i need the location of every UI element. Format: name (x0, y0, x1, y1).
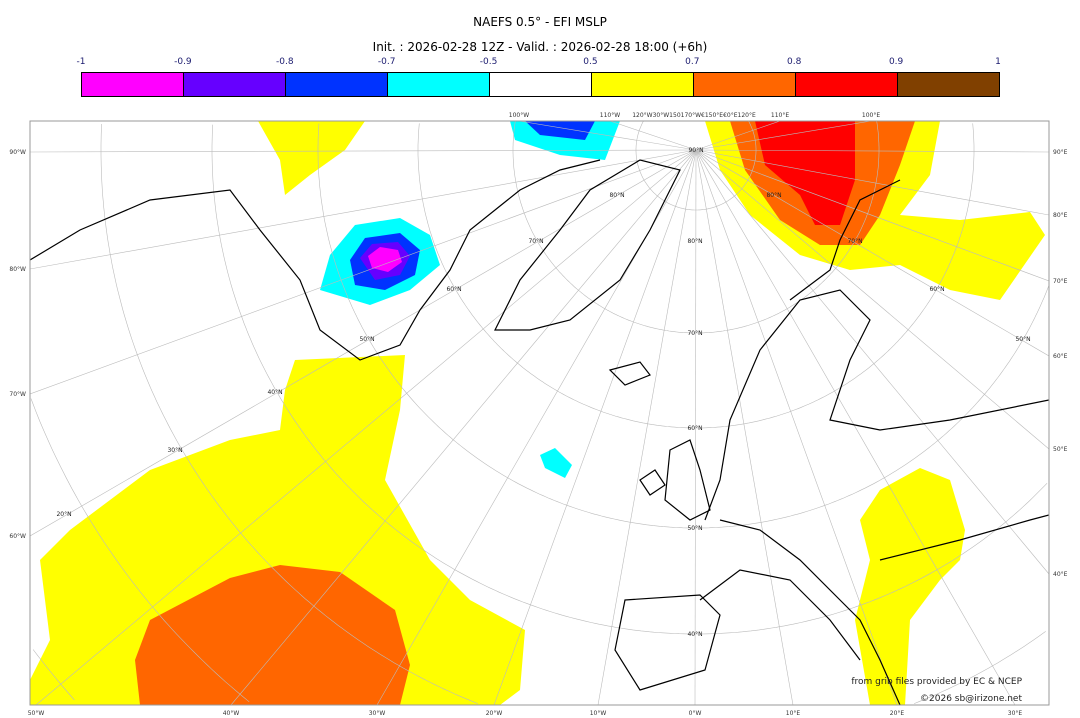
credit-line-2: ©2026 sb@irizone.net (920, 694, 1022, 704)
colorbar-swatch (184, 73, 286, 96)
map-frame (29, 120, 1050, 706)
latitude-label: 80°N (687, 238, 702, 245)
efi-red-arctic-east (755, 121, 855, 225)
latitude-label: 80°N (609, 192, 624, 199)
axis-label-right: 90°E (1053, 149, 1068, 156)
efi-yellow-canada (258, 121, 365, 195)
axis-labels: 90°W 80°W 70°W 60°W 90°E 80°E 70°E 60°E 50°E 40°E… (9, 112, 1067, 717)
axis-label-right: 80°E (1053, 212, 1068, 219)
latitude-label: 60°N (687, 425, 702, 432)
axis-label-bottom: 20°W (486, 710, 503, 717)
efi-cyan-atlantic (540, 448, 572, 478)
axis-label-top: 110°W (600, 112, 620, 119)
axis-label-left: 60°W (9, 533, 26, 540)
latitude-label: 50°N (687, 525, 702, 532)
latitude-label: 40°N (267, 389, 282, 396)
latitude-label: 20°N (56, 511, 71, 518)
latitude-circle (317, 123, 1049, 529)
axis-label-left: 70°W (9, 391, 26, 398)
colorbar-swatch (286, 73, 388, 96)
latitude-circle (100, 123, 1046, 704)
efi-yellow-atlantic (30, 355, 525, 705)
latitude-circle (512, 121, 880, 334)
map-title: NAEFS 0.5° - EFI MSLP (473, 15, 607, 29)
axis-label-top: 100°E (862, 112, 880, 119)
grid-labels: 90°N 80°N 70°N 60°N 50°N 40°N 30°N 20°N 80°N 70°N… (56, 147, 1030, 638)
latitude-label: 60°N (446, 286, 461, 293)
axis-label-left: 80°W (9, 266, 26, 273)
efi-yellow-europe (855, 468, 965, 705)
axis-label-right: 40°E (1053, 571, 1068, 578)
colorbar-swatch (592, 73, 694, 96)
colorbar-tick-label: 1 (995, 57, 1001, 67)
latitude-circle (417, 123, 975, 429)
latitude-label: 80°N (766, 192, 781, 199)
axis-label-bottom: 30°E (1008, 710, 1023, 717)
colorbar-tick-label: -0.8 (275, 57, 294, 67)
colorbar-tick-label: 0.9 (888, 57, 904, 67)
latitude-label: 70°N (687, 330, 702, 337)
axis-label-bottom: 30°W (369, 710, 386, 717)
latitude-circle (32, 649, 75, 701)
latitude-label: 60°N (929, 286, 944, 293)
latitude-circle (30, 398, 250, 703)
colorbar-tick-label: -1 (76, 57, 86, 67)
axis-label-top: 100°W (509, 112, 529, 119)
latitude-label: 50°N (1015, 336, 1030, 343)
axis-label-right: 70°E (1053, 278, 1068, 285)
colorbar (81, 72, 1000, 97)
latitude-circle (211, 124, 1048, 635)
axis-label-bottom: 20°E (890, 710, 905, 717)
axis-label-bottom: 10°E (786, 710, 801, 717)
axis-label-right: 50°E (1053, 446, 1068, 453)
axis-label-bottom: 50°W (28, 710, 45, 717)
colorbar-tick-label: 0.5 (583, 57, 598, 67)
graticule (30, 121, 1049, 705)
map-area: 90°N 80°N 70°N 60°N 50°N 40°N 30°N 20°N 80°N 70°N… (30, 121, 1049, 705)
colorbar-swatch (82, 73, 184, 96)
latitude-label: 40°N (687, 631, 702, 638)
axis-label-top: 120°W30°W150170°W€150°E€0°E120°E (632, 112, 756, 119)
colorbar-tick-label: 0.8 (787, 57, 802, 67)
coastlines (30, 159, 1049, 705)
latitude-label: 90°N (688, 147, 703, 154)
axis-label-right: 60°E (1053, 353, 1068, 360)
credit-line-1: from grib files provided by EC & NCEP (851, 677, 1022, 687)
axis-label-bottom: 10°W (590, 710, 607, 717)
colorbar-swatch (796, 73, 898, 96)
latitude-label: 70°N (847, 238, 862, 245)
latitude-label: 70°N (528, 238, 543, 245)
efi-blue-arctic (525, 121, 595, 140)
latitude-circle (635, 121, 757, 211)
efi-magenta-canada (368, 247, 402, 272)
axis-label-top: 110°E (771, 112, 789, 119)
colorbar-tick-label: 0.7 (685, 57, 700, 67)
axis-label-left: 90°W (9, 149, 26, 156)
efi-orange-atlantic (135, 565, 410, 705)
axis-label-bottom: 40°W (223, 710, 240, 717)
colorbar-tick-label: -0.9 (174, 57, 192, 67)
efi-field (30, 121, 1045, 705)
colorbar-swatch (388, 73, 490, 96)
colorbar-tick-label: -0.7 (377, 57, 396, 67)
map-subtitle: Init. : 2026-02-28 12Z - Valid. : 2026-0… (372, 40, 708, 54)
colorbar-swatch (898, 73, 999, 96)
colorbar-swatch (490, 73, 592, 96)
colorbar-swatch (694, 73, 796, 96)
latitude-label: 50°N (359, 336, 374, 343)
colorbar-tick-label: -0.5 (479, 57, 498, 67)
axis-label-bottom: 0°W (689, 710, 702, 717)
latitude-label: 30°N (167, 447, 182, 454)
